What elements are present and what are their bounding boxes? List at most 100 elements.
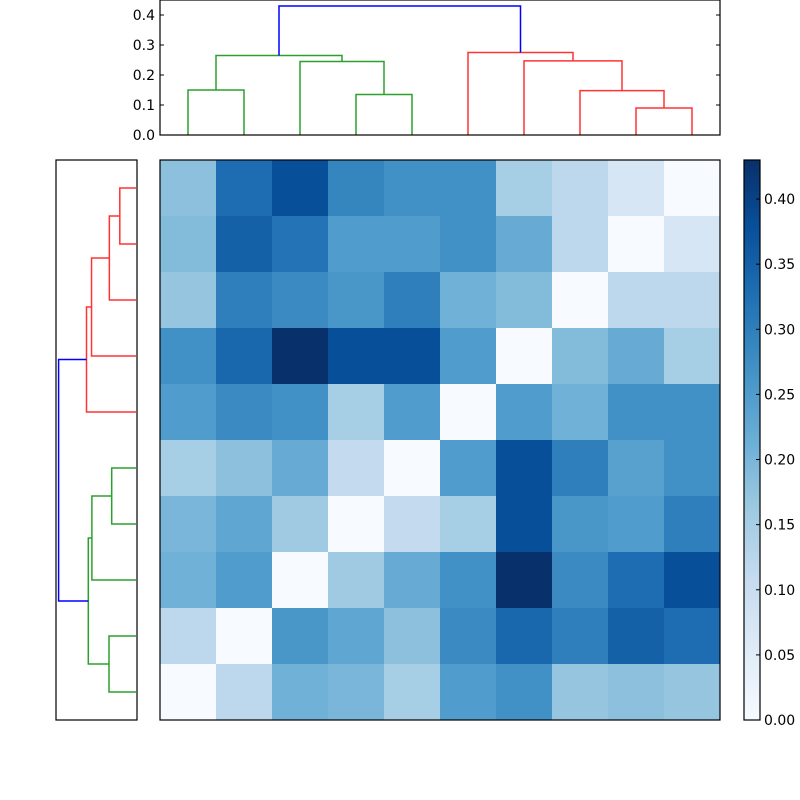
heatmap-cell [328,328,385,385]
heatmap-cell [384,608,441,665]
heatmap-cell [328,496,385,553]
top-dendrogram-frame [159,0,721,136]
heatmap-cell [608,440,665,497]
heatmap-cell [440,440,497,497]
heatmap-cell [216,216,273,273]
dendrogram-link [119,187,136,245]
heatmap-cell [160,496,217,553]
heatmap-cell [664,160,721,217]
colorbar-tick-label: 0.05 [764,648,795,664]
heatmap-cell [384,328,441,385]
heatmap-cell [216,328,273,385]
y-tick-label: 0.0 [133,128,155,144]
heatmap-cell [160,384,217,441]
dendrogram-link [523,60,623,135]
heatmap-cell [664,496,721,553]
heatmap-cell [272,608,329,665]
heatmap-cell [664,216,721,273]
heatmap-cell [272,440,329,497]
y-tick-label: 0.1 [133,98,155,114]
dendrogram-link [91,495,136,581]
colorbar-tick-label: 0.15 [764,518,795,534]
heatmap-cell [608,272,665,329]
heatmap-cell [664,440,721,497]
heatmap-cell [272,384,329,441]
heatmap-cell [160,440,217,497]
heatmap-cell [440,384,497,441]
colorbar-tick-label: 0.00 [764,713,795,729]
heatmap-cell [552,216,609,273]
heatmap-frame [159,159,721,721]
heatmap-cell [552,608,609,665]
heatmap-cell [160,328,217,385]
y-tick-label: 0.4 [133,8,155,24]
colorbar-tick-label: 0.10 [764,583,795,599]
heatmap-cell [496,384,553,441]
dendrogram-link [187,89,245,135]
left-dendrogram [55,159,138,721]
heatmap-cell [608,384,665,441]
heatmap-cell [608,216,665,273]
dendrogram-link [635,107,693,135]
heatmap-cell [216,272,273,329]
dendrogram-link [278,5,522,56]
dendrogram-link [90,257,136,357]
heatmap-cell [216,496,273,553]
heatmap-cell [272,328,329,385]
heatmap-cell [328,608,385,665]
dendrogram-link [579,89,665,135]
dendrogram-link [299,60,385,135]
heatmap-cell [496,216,553,273]
heatmap-cell [496,496,553,553]
heatmap-cell [328,160,385,217]
heatmap-cell [384,664,441,721]
heatmap-cell [384,552,441,609]
heatmap-cell [496,664,553,721]
heatmap-cell [552,160,609,217]
heatmap-cell [160,272,217,329]
heatmap-cell [440,496,497,553]
dendrogram-link [467,51,574,135]
dendrogram-link [108,635,136,693]
heatmap-cell [384,216,441,273]
heatmap-cell [272,160,329,217]
dendrogram-link [57,358,89,602]
y-tick-label: 0.2 [133,68,155,84]
heatmap-cell [160,160,217,217]
heatmap-cell [496,272,553,329]
heatmap-cell [272,664,329,721]
heatmap-cell [384,160,441,217]
heatmap-cell [160,608,217,665]
heatmap-cell [440,552,497,609]
heatmap-cell [496,552,553,609]
colorbar-tick-label: 0.20 [764,453,795,469]
heatmap-cell [272,496,329,553]
heatmap-cell [440,160,497,217]
heatmap-cell [272,272,329,329]
heatmap-cell [216,384,273,441]
heatmap-cell [552,328,609,385]
heatmap-cell [552,440,609,497]
heatmap-cell [608,608,665,665]
colorbar: 0.00 0.05 0.10 0.15 0.20 0.25 0.30 0.35 0.40 [743,159,795,729]
heatmap-cell [328,440,385,497]
heatmap-cell [216,552,273,609]
heatmap-cell [664,328,721,385]
heatmap-cell [328,216,385,273]
heatmap-cell [552,496,609,553]
heatmap-cell [328,664,385,721]
heatmap-cell [608,496,665,553]
heatmap-cell [160,552,217,609]
heatmap-cell [216,160,273,217]
dendrogram-link [355,93,413,135]
heatmap-cell [496,608,553,665]
heatmap-cell [328,552,385,609]
heatmap-cell [664,664,721,721]
dendrogram-link [215,54,343,90]
heatmap-cell [328,272,385,329]
colorbar-tick-label: 0.30 [764,322,795,338]
heatmap-cell [440,216,497,273]
heatmap-cell [272,216,329,273]
heatmap-cell [440,608,497,665]
heatmap-cell [272,552,329,609]
